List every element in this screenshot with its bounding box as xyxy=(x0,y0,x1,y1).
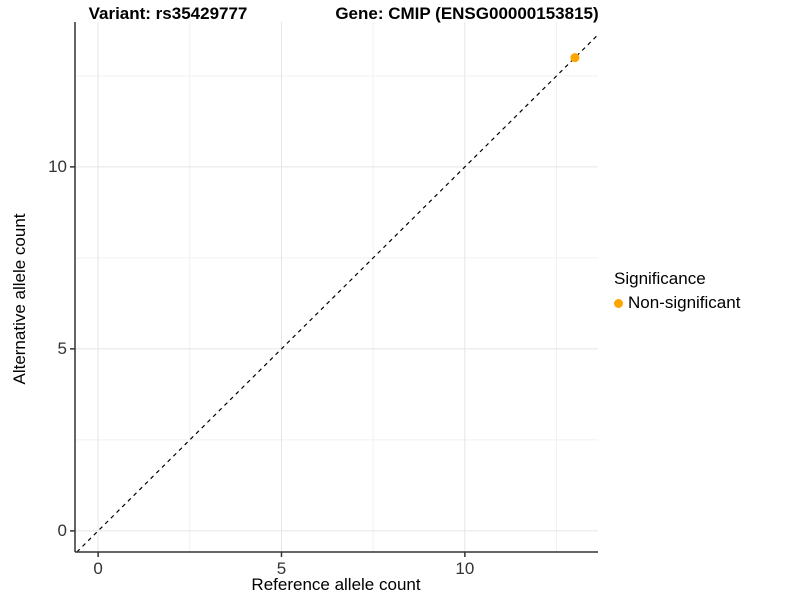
legend-entry-non-significant: Non-significant xyxy=(614,293,740,313)
x-tick-label: 0 xyxy=(93,559,103,578)
legend-key-dot-icon xyxy=(614,298,623,308)
legend-title: Significance xyxy=(614,269,706,288)
x-axis-title: Reference allele count xyxy=(251,575,421,594)
data-point xyxy=(570,53,580,63)
y-tick-label: 0 xyxy=(57,520,67,540)
x-tick-label: 10 xyxy=(455,559,475,578)
y-axis-title: Alternative allele count xyxy=(10,213,29,385)
y-tick-label: 10 xyxy=(48,156,67,176)
identity-reference-line xyxy=(76,34,599,553)
plot-title-gene: Gene: CMIP (ENSG00000153815) xyxy=(335,4,599,23)
x-tick-label: 5 xyxy=(276,559,287,578)
y-tick-label: 5 xyxy=(57,338,67,358)
legend: Significance Non-significant xyxy=(614,269,740,313)
plot-title-variant: Variant: rs35429777 xyxy=(88,4,248,23)
legend-entry-label: Non-significant xyxy=(628,293,741,312)
